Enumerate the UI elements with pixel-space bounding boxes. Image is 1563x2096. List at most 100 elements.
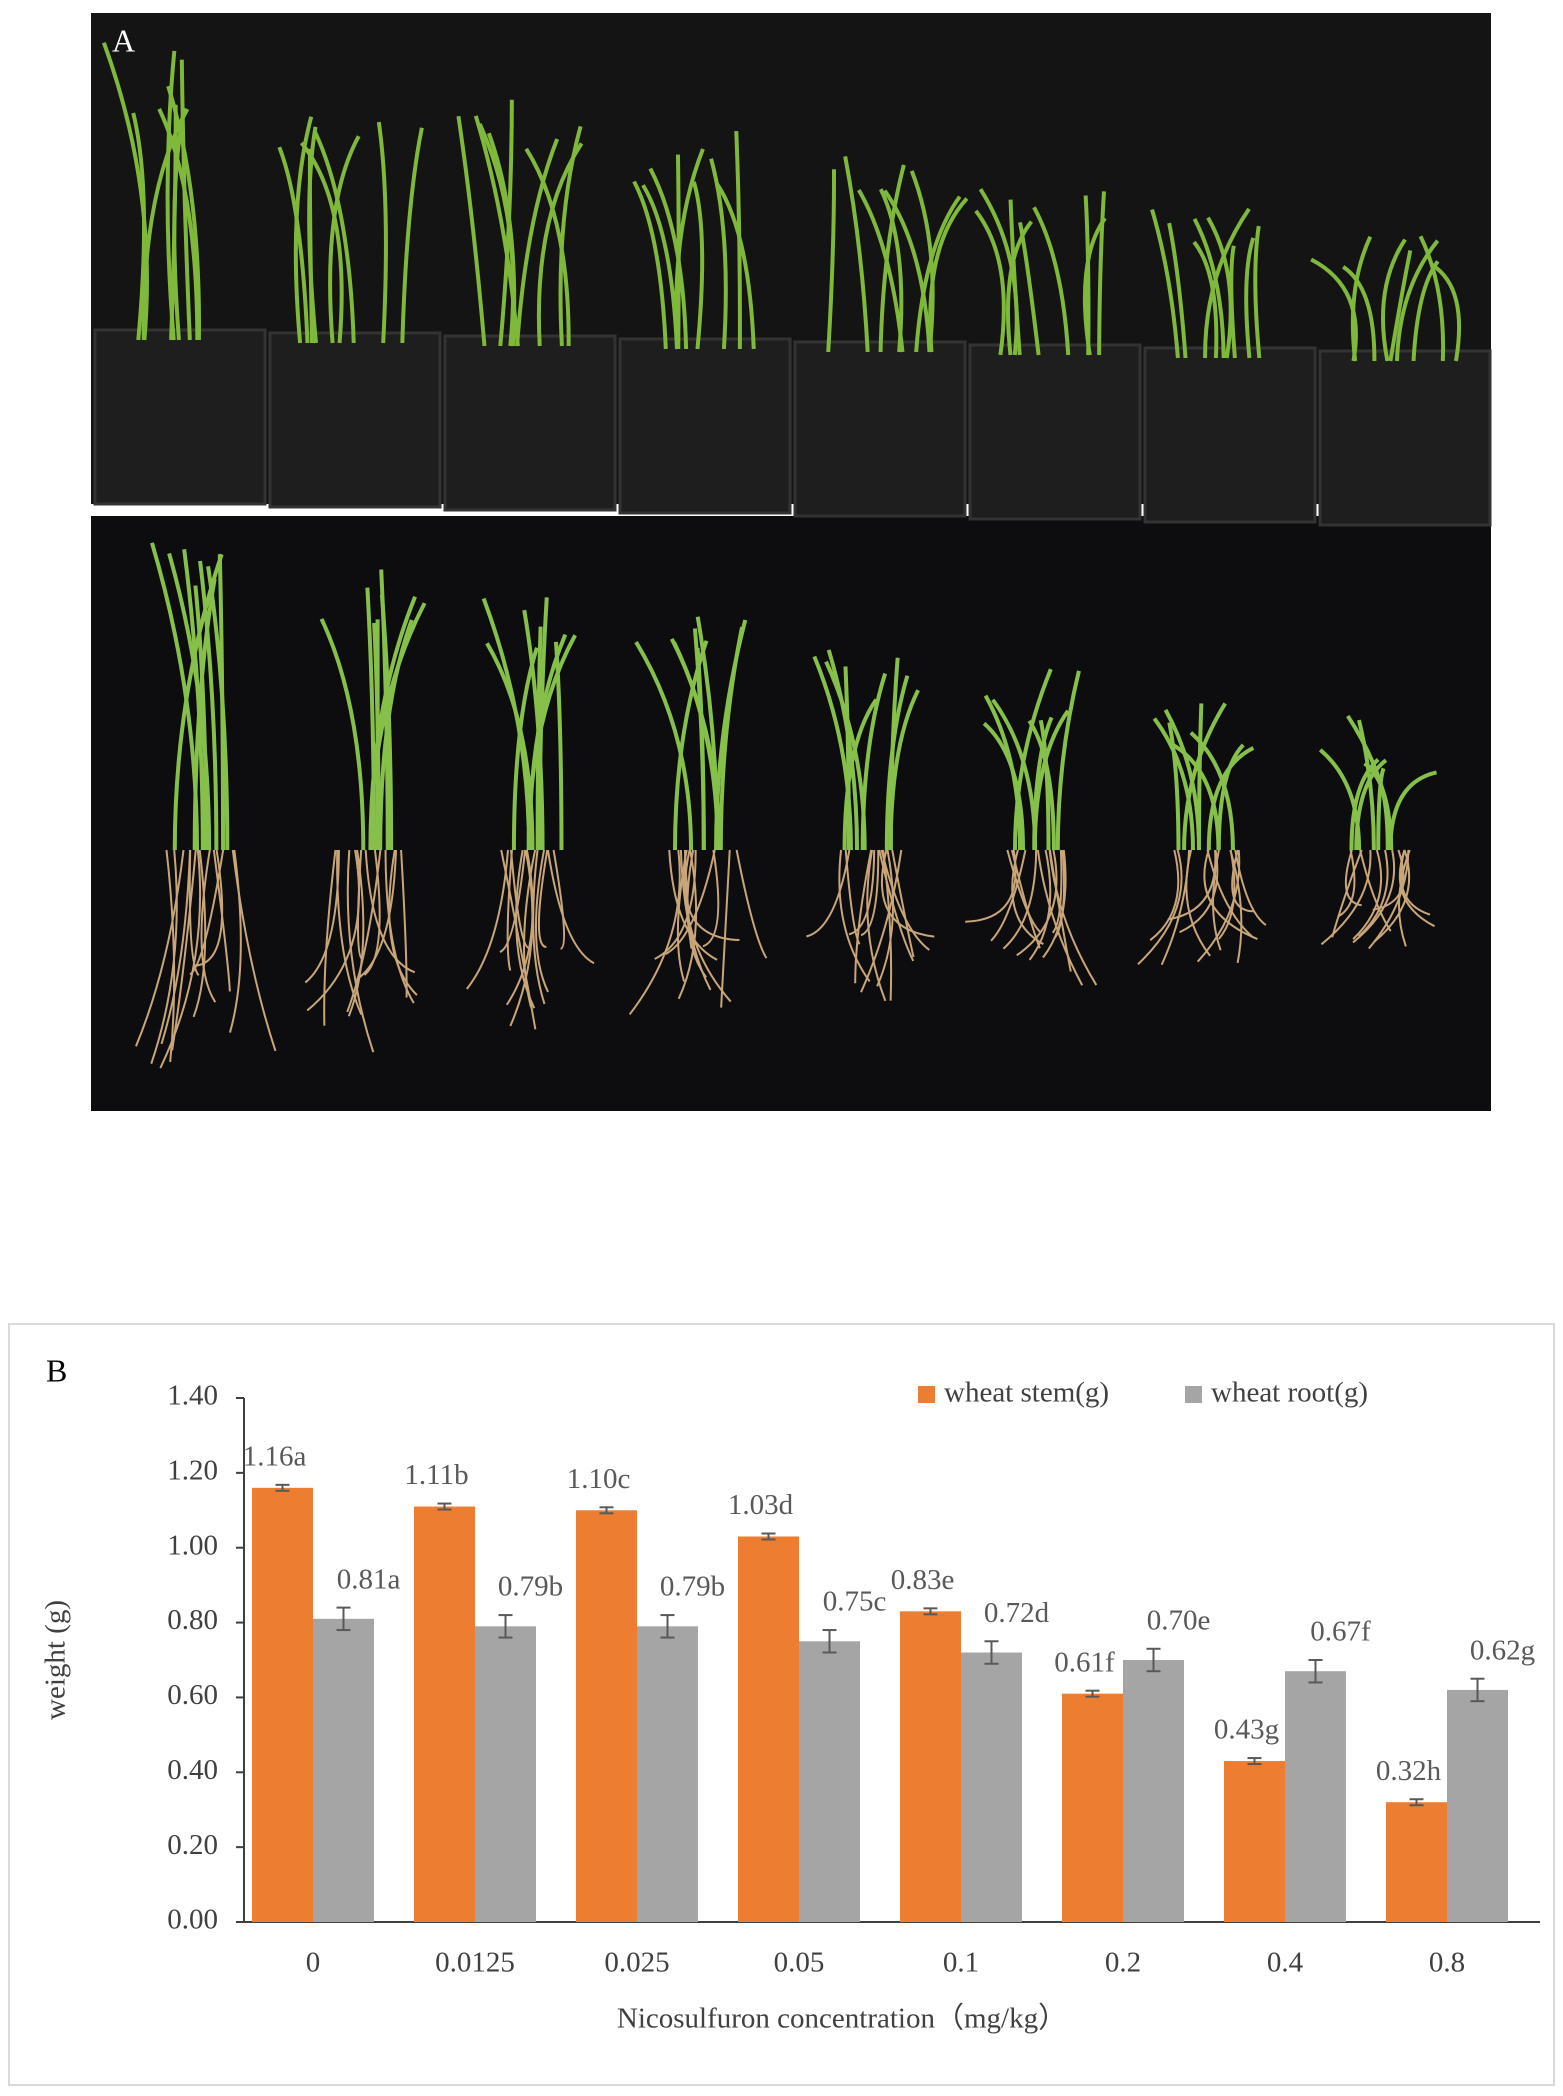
leaf [709,158,728,350]
root [500,849,537,1030]
photo-bottom [91,516,1491,1111]
root [537,849,549,949]
root [1359,849,1392,932]
leaf [648,167,689,350]
error-bar [1247,1757,1262,1766]
error-bar [498,1614,513,1639]
bar [576,1510,637,1922]
leaf [734,131,742,350]
root [388,849,418,996]
leaf [379,569,390,851]
leaf [1388,770,1437,851]
bar [414,1506,475,1922]
error-bar [761,1532,776,1541]
root [499,849,527,953]
root [628,849,681,1016]
leaf [1027,719,1056,851]
y-axis-title: weight (g) [40,1600,72,1720]
value-label: 0.43g [1214,1714,1279,1746]
leaf [485,642,535,851]
x-tick-label: 0.025 [604,1947,669,1979]
leaf [974,209,1006,356]
root [356,849,363,960]
leaf [1341,265,1377,362]
value-label: 0.81a [337,1563,401,1595]
leaf [1097,191,1107,356]
error-bar [1146,1647,1161,1673]
root [363,849,381,976]
y-tick-label: 1.20 [167,1455,218,1487]
pot [793,340,967,518]
leaf [193,585,209,851]
bar [1224,1761,1285,1922]
leaf [319,618,366,851]
root [683,849,732,1003]
x-tick-label: 0.2 [1105,1947,1141,1979]
leaf [400,127,424,344]
root [1234,849,1267,926]
leaf [1318,748,1362,851]
root [1179,849,1219,934]
error-bar [437,1502,452,1511]
root [509,849,534,1027]
leaf [884,675,910,851]
leaf [524,147,571,347]
bar [900,1611,961,1922]
leaf [878,188,904,353]
panel-label: A [112,22,135,58]
y-tick-label: 0.60 [167,1679,218,1711]
root [355,849,398,981]
pot [618,337,792,515]
leaf [1431,263,1462,362]
leaf [169,104,178,341]
leaf [1310,257,1358,362]
leaf [1167,722,1181,851]
leaf [1182,702,1227,851]
root [336,849,363,1016]
leaf [1216,743,1245,851]
value-label: 0.75c [823,1586,887,1618]
root [1149,849,1180,941]
error-bar [1085,1689,1100,1698]
root [192,849,207,1018]
root [1203,849,1258,940]
value-label: 0.83e [891,1564,955,1596]
leaf [878,164,906,353]
x-tick-label: 0.1 [943,1947,979,1979]
leaf [515,138,560,347]
root [1137,849,1183,965]
root [306,849,361,1012]
leaf [307,148,314,344]
leaf [1005,220,1034,356]
root [546,849,595,965]
bar [799,1641,860,1922]
pot [93,328,267,506]
root [510,849,530,950]
leaf [1203,207,1251,359]
root [1054,849,1065,939]
root [866,849,887,1002]
root [677,849,698,1000]
error-bar [984,1640,999,1665]
root [860,849,880,937]
root [1352,849,1383,940]
root [1398,849,1411,947]
leaf [674,148,705,350]
root [1051,849,1063,934]
leaf [1376,767,1386,851]
bar [1386,1802,1447,1922]
leaf [535,626,543,851]
leaf [372,622,381,851]
x-tick-label: 0.05 [774,1947,825,1979]
leaf [1152,717,1195,851]
root [676,849,688,982]
leaf [1032,206,1071,356]
leaf [1244,237,1256,359]
x-axis-title: Nicosulfuron concentration（mg/kg） [617,2003,1067,2035]
leaf [888,689,920,851]
root [990,849,1027,942]
leaf [558,125,583,347]
root [668,849,718,961]
root [1373,849,1411,943]
